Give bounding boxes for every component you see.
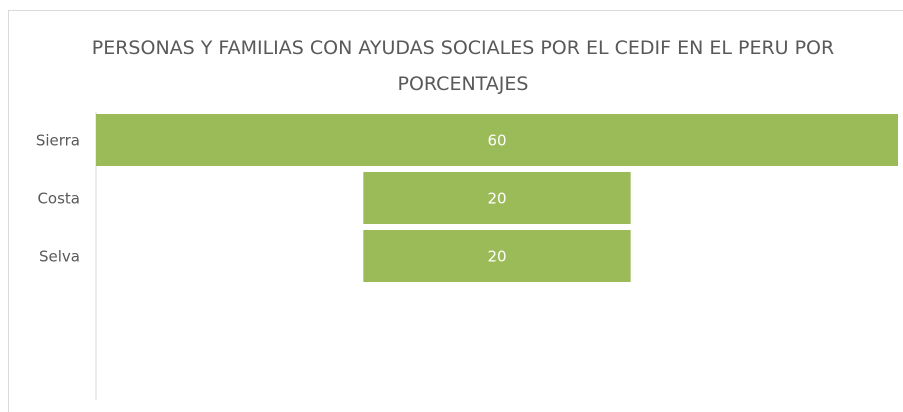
- chart-border: [8, 10, 903, 412]
- data-label: 20: [487, 190, 506, 208]
- bar: [96, 114, 898, 166]
- chart-title: PERSONAS Y FAMILIAS CON AYUDAS SOCIALES …: [91, 37, 835, 95]
- bar: [363, 230, 631, 282]
- data-label: 20: [487, 248, 506, 266]
- category-label: Selva: [39, 248, 80, 266]
- category-label: Costa: [37, 190, 80, 208]
- bar: [363, 172, 631, 224]
- data-label: 60: [487, 132, 506, 150]
- category-label: Sierra: [36, 132, 80, 150]
